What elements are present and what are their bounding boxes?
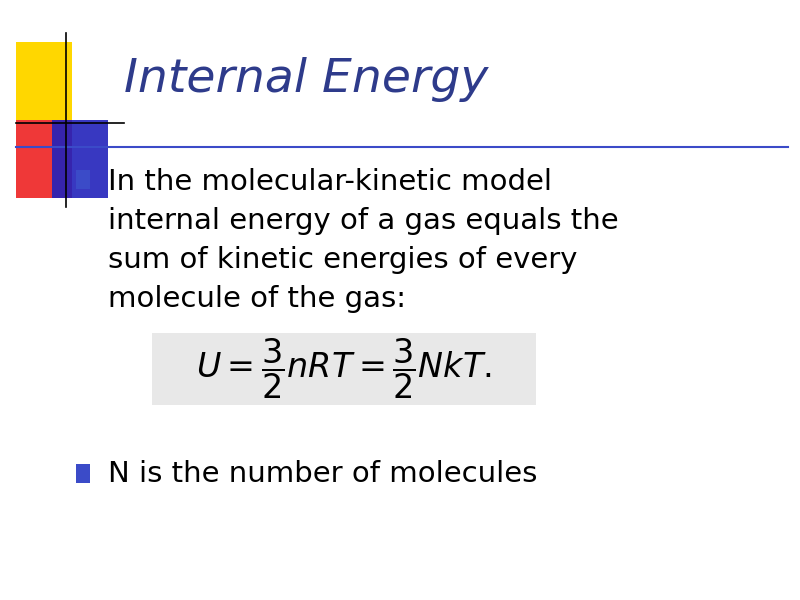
Bar xyxy=(52,120,108,198)
Text: In the molecular-kinetic model
internal energy of a gas equals the
sum of kineti: In the molecular-kinetic model internal … xyxy=(108,168,618,313)
Bar xyxy=(76,464,90,483)
Text: $U = \dfrac{3}{2}nRT = \dfrac{3}{2}NkT.$: $U = \dfrac{3}{2}nRT = \dfrac{3}{2}NkT.$ xyxy=(196,337,492,401)
Bar xyxy=(152,333,536,405)
Bar xyxy=(16,42,72,120)
Bar xyxy=(76,170,90,189)
Text: N is the number of molecules: N is the number of molecules xyxy=(108,460,538,488)
Bar xyxy=(16,120,72,198)
Text: Internal Energy: Internal Energy xyxy=(124,57,488,101)
